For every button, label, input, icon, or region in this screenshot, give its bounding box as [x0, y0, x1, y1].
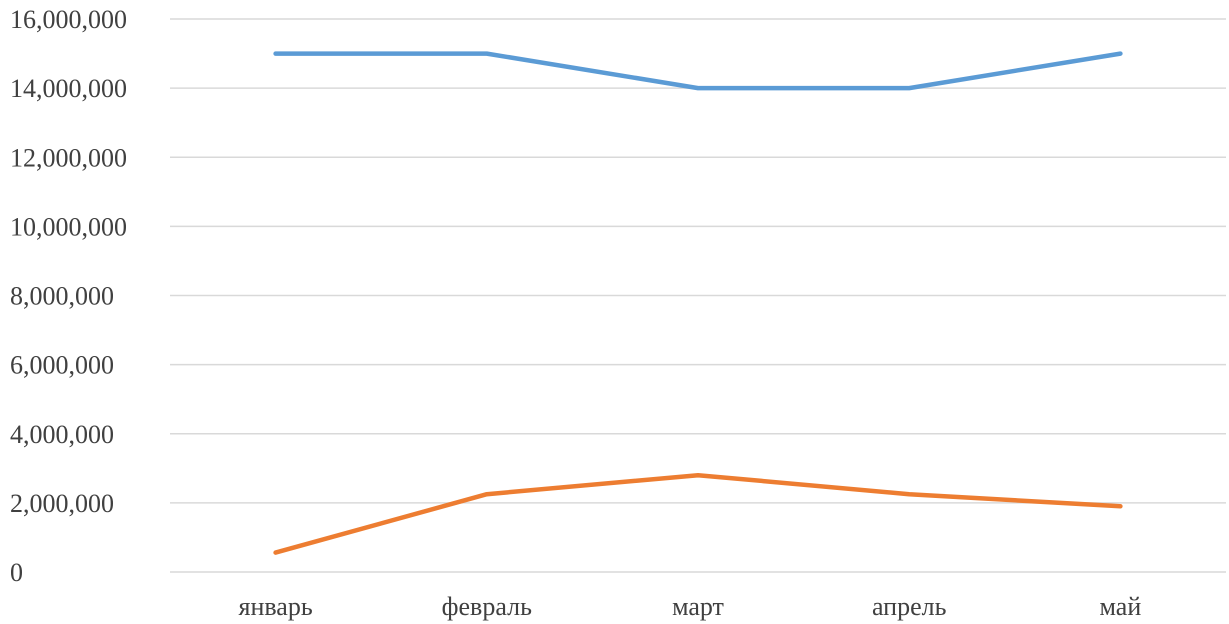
gridlines — [170, 18, 1226, 573]
series-lines — [273, 51, 1123, 555]
y-tick-label: 12,000,000 — [10, 143, 127, 172]
x-tick-label: февраль — [442, 592, 532, 621]
x-tick-label: апрель — [872, 592, 947, 621]
x-tick-label: январь — [238, 592, 312, 621]
series-line-2 — [273, 472, 1123, 555]
y-tick-label: 14,000,000 — [10, 74, 127, 103]
x-axis-tick-labels: январь февраль март апрель май — [238, 592, 1141, 621]
y-axis-tick-labels: 0 2,000,000 4,000,000 6,000,000 8,000,000 10,… — [10, 5, 127, 587]
y-tick-label: 16,000,000 — [10, 5, 127, 34]
x-tick-label: март — [672, 592, 724, 621]
series-line-1 — [273, 51, 1123, 91]
y-tick-label: 0 — [10, 558, 23, 587]
y-tick-label: 10,000,000 — [10, 212, 127, 241]
y-tick-label: 8,000,000 — [10, 282, 114, 311]
y-tick-label: 4,000,000 — [10, 420, 114, 449]
x-tick-label: май — [1100, 592, 1142, 621]
y-tick-label: 6,000,000 — [10, 351, 114, 380]
y-tick-label: 2,000,000 — [10, 489, 114, 518]
